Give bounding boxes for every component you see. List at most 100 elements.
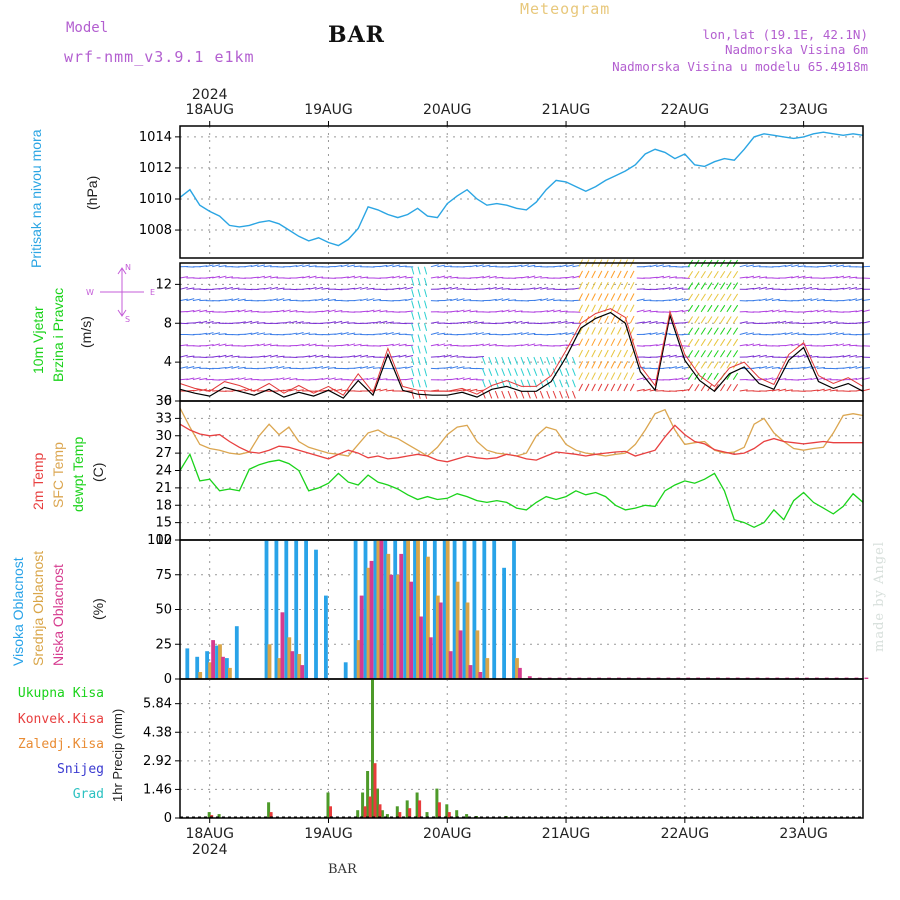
wind-arrow — [360, 310, 369, 313]
wind-arrow — [289, 388, 298, 392]
wind-arrow — [539, 368, 544, 377]
wind-arrow — [347, 332, 356, 335]
wind-arrow — [411, 323, 415, 332]
wind-arrow — [668, 286, 677, 290]
wind-arrow — [804, 276, 813, 279]
wind-arrow — [597, 372, 603, 380]
wind-arrow — [617, 383, 622, 392]
wind-arrow — [629, 270, 635, 279]
wind-arrow — [469, 332, 478, 335]
wind-arrow — [334, 332, 343, 335]
wind-arrow — [321, 309, 330, 313]
wind-arrow — [430, 321, 439, 324]
wind-arrow — [610, 372, 616, 380]
wind-arrow — [514, 356, 518, 365]
wind-arrow — [405, 377, 414, 381]
wind-arrow — [488, 390, 493, 399]
wind-arrow — [565, 390, 570, 399]
wind-arrow — [687, 293, 694, 301]
wind-arrow — [475, 332, 484, 335]
wind-arrow — [315, 344, 324, 347]
wind-arrow — [308, 265, 317, 268]
wind-arrow — [527, 264, 536, 268]
wind-arrow — [360, 365, 369, 369]
cloud-bar-high — [274, 540, 279, 679]
wind-arrow — [192, 366, 201, 369]
wind-arrow — [559, 390, 563, 399]
wind-arrow — [231, 355, 240, 358]
wind-arrow — [855, 389, 864, 392]
wind-arrow — [803, 298, 813, 302]
wind-arrow — [263, 354, 272, 358]
wind-arrow — [559, 332, 568, 335]
cloud-bar-low — [438, 602, 443, 679]
wind-arrow — [257, 287, 266, 290]
wind-arrow — [746, 332, 755, 335]
wind-arrow — [379, 320, 388, 324]
wind-arrow — [269, 298, 279, 302]
wind-arrow — [572, 368, 576, 377]
wind-arrow — [501, 298, 510, 302]
pressure-ytick-label: 1010 — [139, 192, 172, 207]
top-date-label: 22AUG — [661, 102, 710, 118]
wind-arrow — [179, 298, 188, 302]
wind-arrow — [494, 390, 499, 399]
wind-arrow — [732, 350, 739, 358]
wind-arrow — [687, 270, 694, 279]
wind-arrow — [443, 354, 452, 358]
wind-arrow — [224, 354, 233, 358]
wind-arrow — [707, 327, 713, 335]
wind-arrow — [385, 264, 394, 268]
wind-arrow — [463, 333, 472, 335]
wind-arrow — [334, 310, 343, 313]
wind-arrow — [604, 338, 609, 347]
wind-arrow — [392, 343, 401, 347]
wind-arrow — [224, 286, 233, 290]
wind-arrow — [687, 383, 694, 392]
wind-arrow — [347, 287, 356, 290]
wind-arrow — [405, 354, 414, 358]
wind-arrow — [713, 270, 719, 279]
cloud-bar-high — [462, 540, 467, 679]
wind-arrow — [212, 288, 221, 290]
wind-arrow — [739, 332, 748, 335]
wind-arrow — [836, 275, 845, 279]
wind-arrow — [700, 350, 706, 358]
wind-arrow — [758, 298, 767, 302]
wind-vector-field — [179, 259, 871, 399]
wind-arrow — [816, 321, 825, 324]
cloud-bar-low — [518, 667, 522, 679]
wind-arrow — [829, 321, 838, 324]
wind-gust-line — [179, 308, 864, 396]
wind-arrow — [778, 378, 787, 381]
wind-arrow — [482, 343, 491, 347]
wind-arrow — [842, 299, 851, 302]
wind-arrow — [604, 270, 609, 279]
cloud-bar-low — [399, 553, 404, 679]
wind-arrow — [392, 332, 401, 335]
wind-arrow — [707, 350, 713, 358]
wind-arrow — [231, 309, 240, 313]
wind-arrow — [237, 298, 246, 302]
wind-arrow — [617, 281, 622, 290]
wind-arrow — [481, 356, 486, 365]
wind-arrow — [752, 275, 761, 279]
wind-arrow — [617, 293, 622, 301]
wind-arrow — [855, 287, 864, 290]
wind-arrow — [610, 293, 616, 301]
wind-arrow — [591, 338, 596, 347]
wind-arrow — [269, 354, 278, 358]
wind-arrow — [739, 344, 748, 347]
wind-arrow — [597, 383, 603, 392]
wind-arrow — [302, 287, 311, 290]
wind-arrow — [791, 332, 800, 335]
temp-ytick-label: 21 — [155, 481, 172, 496]
wind-compass-icon: N S W E — [86, 263, 155, 324]
precip-legend-freezing: Zaledj.Kisa — [17, 737, 104, 752]
wind-arrow — [778, 265, 787, 268]
cloud-bar-low — [290, 651, 295, 679]
wind-arrow — [584, 327, 590, 335]
wind-arrow — [694, 282, 700, 290]
wind-arrow — [681, 377, 690, 381]
wind-arrow — [192, 298, 201, 302]
